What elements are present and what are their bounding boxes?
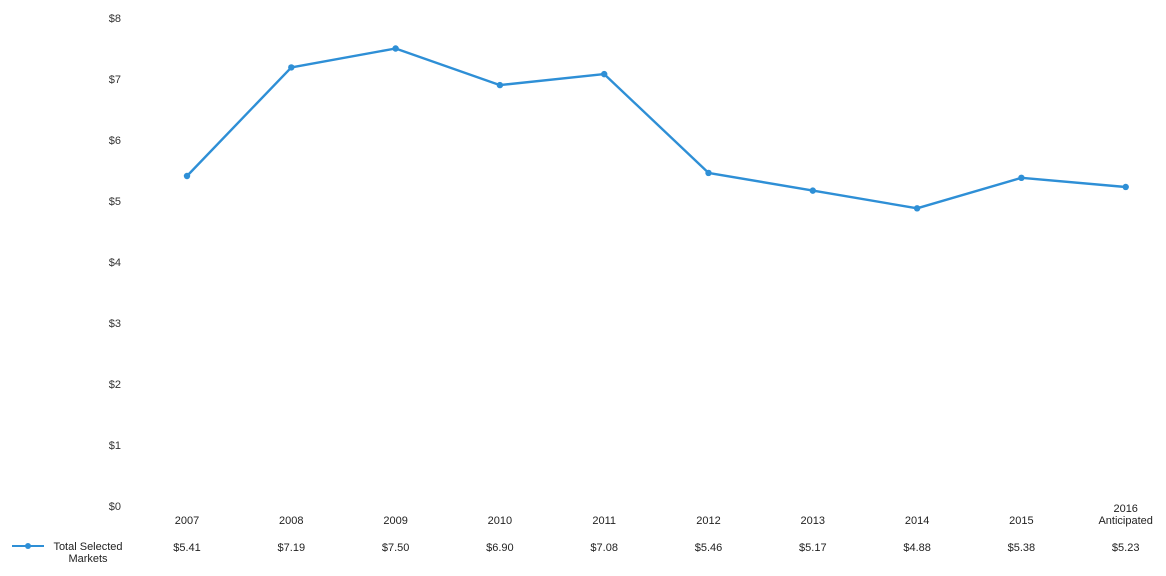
table-value: $5.17 <box>799 542 827 554</box>
y-tick-label: $2 <box>109 379 121 391</box>
data-point <box>601 70 608 78</box>
table-value: $5.46 <box>695 542 723 554</box>
table-value: $7.19 <box>278 542 306 554</box>
y-tick-label: $1 <box>109 440 121 452</box>
series-line <box>186 47 1126 210</box>
table-value: $5.23 <box>1112 542 1140 554</box>
y-tick-label: $4 <box>109 257 121 269</box>
legend-label: Total Selected Markets <box>53 541 122 565</box>
x-category-label: 2007 <box>175 515 199 527</box>
legend-marker <box>25 543 31 549</box>
table-value: $7.08 <box>590 542 618 554</box>
data-point <box>809 187 816 194</box>
x-category-label: 2010 <box>488 515 512 527</box>
data-point <box>705 169 712 177</box>
y-tick-label: $0 <box>109 501 121 513</box>
y-axis: $0 $1 $2 $3 $4 $5 $6 $7 $8 <box>109 13 121 513</box>
x-category-label: 2016 Anticipated <box>1098 503 1152 527</box>
y-tick-label: $8 <box>109 13 121 25</box>
data-point <box>183 172 191 180</box>
data-point <box>392 45 399 52</box>
y-tick-label: $7 <box>109 74 121 86</box>
data-point <box>288 64 295 71</box>
x-category-label: 2011 <box>592 515 616 527</box>
x-category-label: 2009 <box>383 515 407 527</box>
x-category-label: 2013 <box>801 515 825 527</box>
data-point <box>1018 174 1025 182</box>
table-value: $5.41 <box>173 542 201 554</box>
x-category-label: 2014 <box>905 515 929 527</box>
y-tick-label: $5 <box>109 196 121 208</box>
table-value: $7.50 <box>382 542 410 554</box>
table-value: $5.38 <box>1008 542 1036 554</box>
x-category-label: 2008 <box>279 515 303 527</box>
series-layer <box>183 45 1129 212</box>
y-tick-label: $3 <box>109 318 121 330</box>
legend: Total Selected Markets <box>12 541 123 565</box>
table-value: $6.90 <box>486 542 514 554</box>
data-point <box>1122 183 1129 191</box>
data-table: $5.41 $7.19 $7.50 $6.90 $7.08 $5.46 $5.17 $4.88… <box>173 542 1139 554</box>
table-value: $4.88 <box>903 542 931 554</box>
data-point <box>496 81 504 89</box>
x-axis: 2007 2008 2009 2010 2011 2012 2013 2014 2015 2016… <box>175 503 1153 527</box>
y-tick-label: $6 <box>109 135 121 147</box>
x-category-label: 2015 <box>1009 515 1033 527</box>
data-point <box>913 205 921 212</box>
x-category-label: 2012 <box>696 515 720 527</box>
